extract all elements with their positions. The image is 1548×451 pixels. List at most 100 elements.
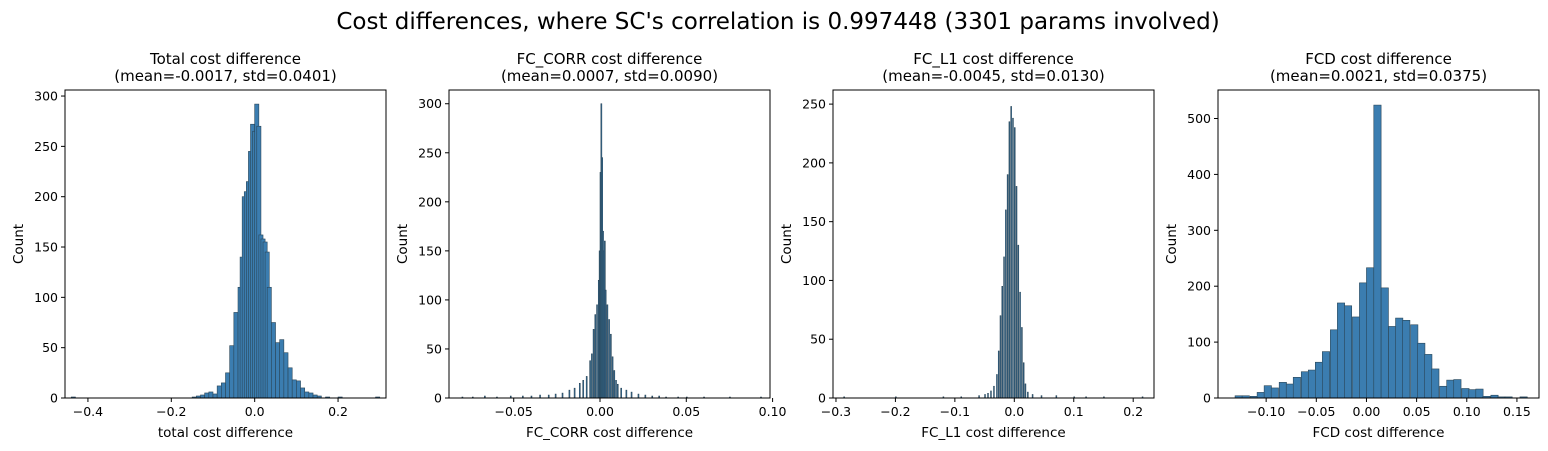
panel-subtitle: (mean=-0.0045, std=0.0130) [882, 67, 1105, 85]
y-tick-label: 300 [1187, 223, 1211, 238]
histogram-bar [1008, 121, 1011, 399]
histogram-bars [1234, 104, 1528, 399]
histogram-bar [615, 380, 617, 399]
histogram-bar [308, 392, 314, 399]
histogram-bar [271, 322, 276, 399]
axes-frame [832, 89, 1155, 399]
y-axis-label: Count [395, 224, 411, 264]
y-tick-label: 100 [802, 273, 826, 288]
histogram-bar [1022, 362, 1025, 399]
panel-subtitle: (mean=-0.0017, std=0.0401) [114, 67, 337, 85]
histogram-bar [625, 389, 628, 399]
histogram-bar [610, 333, 612, 399]
histogram-bar [568, 389, 571, 399]
histogram-bar [1024, 383, 1027, 399]
histogram-bar [279, 339, 285, 399]
x-tick-label: 0.00 [1353, 404, 1381, 419]
histogram-bar [1337, 302, 1345, 399]
y-tick-label: 250 [34, 139, 58, 154]
x-tick-label: −0.10 [1247, 404, 1285, 419]
histogram-bar [1322, 351, 1330, 399]
histogram-bar [1278, 382, 1287, 399]
histogram-bars [843, 106, 1144, 399]
x-axis-label: FC_CORR cost difference [526, 425, 693, 441]
x-tick-label: −0.2 [880, 404, 910, 419]
histogram-bar [637, 393, 640, 399]
axes-frame [448, 89, 771, 399]
histogram-bar [1017, 244, 1020, 399]
x-tick-label: 0.00 [586, 404, 614, 419]
histogram-bar [1330, 329, 1338, 399]
histogram-bar [578, 382, 581, 399]
histogram-bar [1005, 209, 1007, 399]
histogram-bar [1300, 371, 1309, 399]
histogram-bar [1315, 361, 1323, 399]
histogram-bar [604, 289, 607, 399]
histogram-bar [582, 380, 585, 399]
histogram-bar [1021, 327, 1023, 399]
histogram-bar [606, 304, 609, 399]
y-tick-label: 50 [810, 332, 826, 347]
histogram-bar [611, 356, 614, 399]
histogram-bar [229, 345, 235, 399]
histogram-panel-4: FCD cost difference(mean=0.0021, std=0.0… [1164, 50, 1540, 441]
panel-title: FC_L1 cost difference [913, 50, 1073, 69]
histogram-bar [1014, 127, 1016, 399]
y-axis-label: Count [779, 224, 795, 264]
histogram-bar [1027, 391, 1029, 399]
y-tick-label: 200 [34, 189, 58, 204]
y-tick-label: 0 [1203, 391, 1211, 406]
histogram-bar [1380, 287, 1389, 399]
x-tick-label: 0.15 [1503, 404, 1531, 419]
histogram-bar [1012, 117, 1014, 399]
histogram-bar [594, 314, 597, 399]
histogram-bar [554, 393, 557, 399]
histogram-bar [1446, 379, 1455, 399]
x-tick-label: 0.0 [1004, 404, 1024, 419]
x-tick-label: 0.0 [245, 404, 265, 419]
histogram-bar [1292, 377, 1301, 399]
histogram-bar [585, 376, 588, 399]
x-tick-label: 0.05 [672, 404, 700, 419]
histogram-bar [1402, 319, 1411, 399]
histogram-bar [1015, 186, 1018, 399]
y-tick-label: 100 [418, 292, 442, 307]
histogram-bar [1439, 385, 1448, 399]
histogram-panel-3: FC_L1 cost difference(mean=-0.0045, std=… [779, 50, 1155, 441]
histogram-bar [630, 391, 633, 399]
x-tick-label: 0.2 [1123, 404, 1143, 419]
y-tick-label: 50 [42, 340, 58, 355]
x-tick-label: 0.10 [1453, 404, 1481, 419]
histogram-bar [225, 372, 230, 399]
y-tick-label: 250 [418, 145, 442, 160]
histogram-bar [204, 392, 210, 399]
y-tick-label: 200 [802, 155, 826, 170]
x-tick-label: −0.05 [495, 404, 533, 419]
histogram-bar [208, 391, 214, 399]
histogram-bar [592, 329, 595, 399]
x-tick-label: −0.1 [940, 404, 970, 419]
histogram-bar [1359, 282, 1368, 399]
histogram-bar [283, 352, 289, 399]
histogram-bar [1475, 388, 1484, 399]
histogram-bar [1366, 267, 1375, 399]
histogram-bar [1307, 369, 1316, 399]
histogram-bar [1453, 379, 1462, 399]
x-axis-label: total cost difference [158, 425, 293, 441]
histogram-bar [1256, 392, 1265, 399]
y-tick-label: 400 [1187, 167, 1211, 182]
panel-subtitle: (mean=0.0021, std=0.0375) [1270, 67, 1487, 85]
histogram-bar [221, 382, 226, 399]
histogram-bar [1373, 104, 1382, 399]
histogram-bar [1461, 388, 1470, 399]
histogram-bar [1003, 256, 1005, 399]
histogram-bar [1424, 354, 1433, 399]
histogram-bar [620, 387, 622, 399]
histogram-bar [997, 350, 1000, 399]
histogram-bar [1010, 106, 1012, 399]
histogram-bar [1468, 389, 1477, 399]
histogram-bar [1395, 317, 1404, 399]
histogram-bar [596, 304, 598, 399]
y-tick-label: 200 [418, 194, 442, 209]
histogram-bar [1031, 394, 1034, 399]
